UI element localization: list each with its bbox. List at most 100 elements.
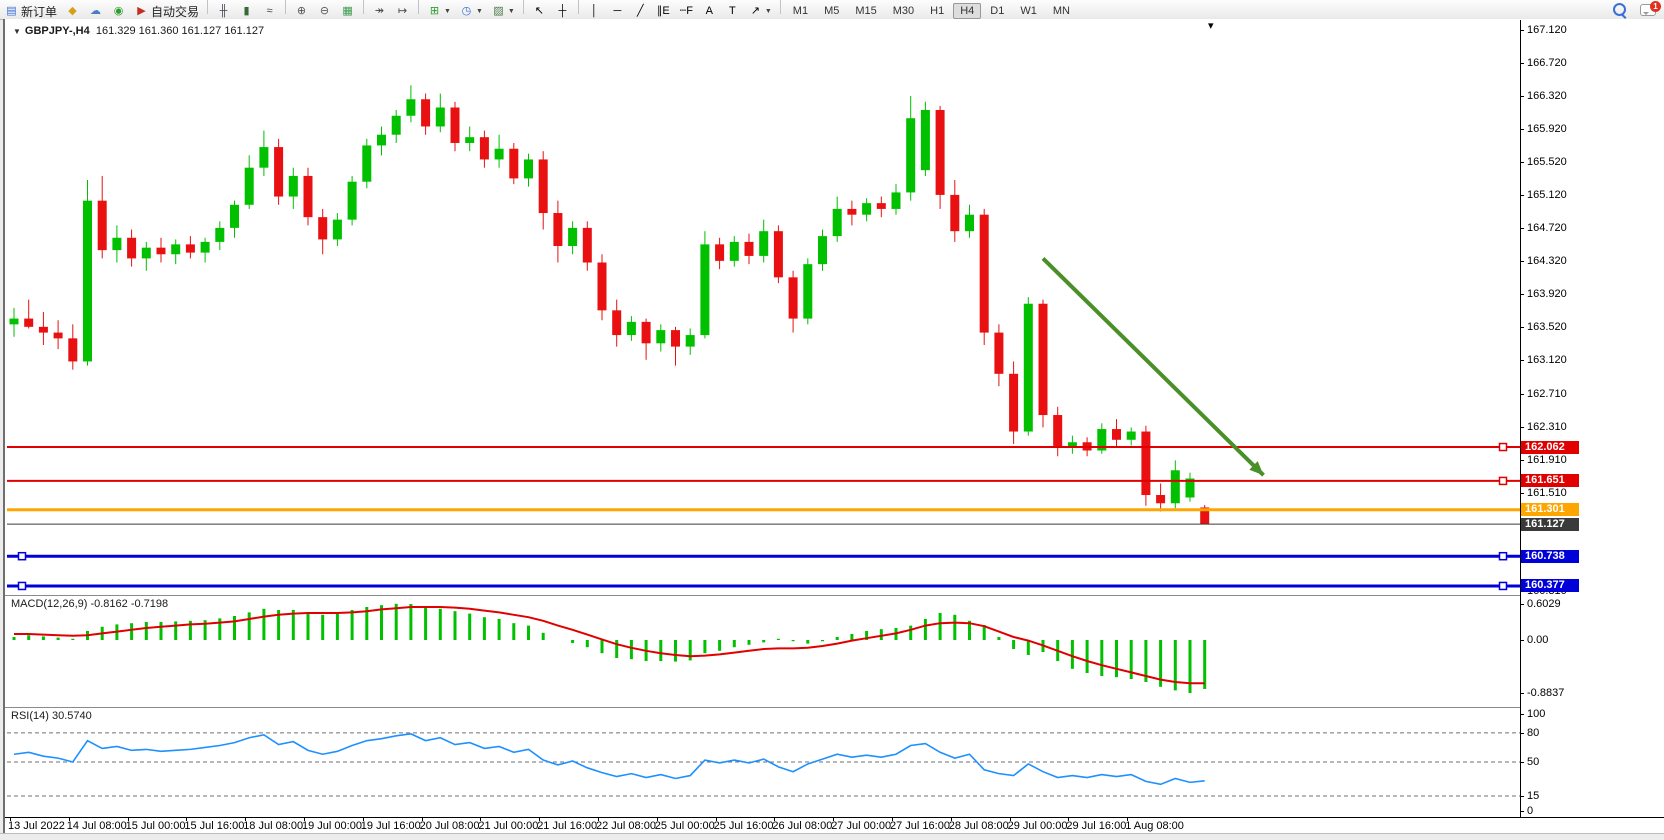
zoom-in-button[interactable]: ⊕ <box>291 3 312 20</box>
zoom-out-button[interactable]: ⊖ <box>314 3 335 20</box>
trend-arrow[interactable] <box>1041 256 1265 477</box>
timeframe-d1[interactable]: D1 <box>990 4 1005 17</box>
trend-arrow-head <box>1249 461 1264 476</box>
timeframe-h1[interactable]: H1 <box>930 4 945 17</box>
bar-chart-button[interactable]: ╫ <box>213 3 234 20</box>
text-button[interactable]: A <box>699 3 720 20</box>
time-tick-label: 1 Aug 08:00 <box>1125 820 1184 832</box>
dropdown-caret-icon[interactable]: ▼ <box>764 7 772 15</box>
toolbar-separator <box>779 0 781 14</box>
chart-title-collapse-icon[interactable]: ▼ <box>13 27 21 36</box>
time-tick-mark <box>892 818 893 821</box>
time-tick-mark <box>127 818 129 821</box>
tile-windows-button[interactable]: ▦ <box>337 3 358 20</box>
text-label-icon: T <box>728 4 736 17</box>
price-tick-mark <box>1520 426 1524 428</box>
pane-separator-macd[interactable] <box>5 595 1520 596</box>
arrows-button[interactable]: ↗ ▼ <box>745 3 775 20</box>
price-tick-label: 162.710 <box>1527 387 1567 400</box>
cursor-button[interactable]: ↖ <box>529 3 550 20</box>
timeframe-m5[interactable]: M5 <box>824 4 840 17</box>
period-selector-button[interactable]: ◷ ▼ <box>456 3 486 20</box>
dropdown-caret-icon[interactable]: ▼ <box>507 7 515 15</box>
auto-scroll-button[interactable]: ↠ <box>369 3 390 20</box>
timeframe-mn[interactable]: MN <box>1052 4 1070 17</box>
horizontal-line-button[interactable]: ─ <box>607 3 628 20</box>
line-handle[interactable] <box>1498 476 1508 486</box>
search-icon[interactable] <box>1613 3 1627 19</box>
community-button[interactable]: ☁ <box>85 3 106 20</box>
zoom-out-icon: ⊖ <box>319 4 330 17</box>
new-chart-button[interactable]: ⊞ ▼ <box>424 3 454 20</box>
macd-tick-label: -0.8837 <box>1527 687 1565 700</box>
price-axis-border <box>1520 20 1521 817</box>
time-tick-label: 19 Jul 16:00 <box>360 820 421 832</box>
price-tick-label: 161.510 <box>1527 486 1567 499</box>
rsi-tick-label: 0 <box>1527 804 1534 817</box>
notifications-icon[interactable]: 1 <box>1640 0 1661 16</box>
new-chart-icon: ⊞ <box>429 4 440 17</box>
time-tick-label: 26 Jul 08:00 <box>772 820 833 832</box>
auto-trading-button-label: 自动交易 <box>151 4 200 19</box>
price-axis[interactable]: 167.120 166.720 166.320 165.920 165.520 165.1… <box>1520 19 1664 819</box>
symbol-period-label: GBPJPY-,H4 <box>24 25 90 37</box>
chart-window[interactable]: ▼ GBPJPY-,H4 161.329 161.360 161.127 161.… <box>3 19 1664 834</box>
price-tick-mark <box>1520 359 1524 361</box>
time-tick-mark <box>950 818 952 821</box>
rsi-tick-label: 100 <box>1527 707 1546 720</box>
timeframe-h4[interactable]: H4 <box>953 2 982 19</box>
price-tick-mark <box>1520 492 1524 494</box>
main-toolbar: ▤ 新订单 ◆ ☁ ◉ ▶ 自动交易 ╫ ▮ ≈ ⊕ ⊖ ▦ ↠ ↦ ⊞ ▼ ◷ ▼ ▨ ▼ ↖ ┼ │ ─ ╱ ∥E ┄F A T ↗ ▼ … <box>0 0 1664 20</box>
signals-button[interactable]: ◉ <box>108 3 129 20</box>
macd-tick-label: 0.6029 <box>1527 597 1561 610</box>
time-tick-label: 29 Jul 00:00 <box>1007 820 1068 832</box>
auto-trading-button[interactable]: ▶ 自动交易 <box>131 3 202 20</box>
auto-scroll-icon: ↠ <box>374 4 385 17</box>
price-tick-label: 166.320 <box>1527 89 1567 102</box>
fibonacci-button[interactable]: ┄F <box>676 3 697 20</box>
timeframe-m15[interactable]: M15 <box>855 4 877 17</box>
price-badge-161.127: 161.127 <box>1521 517 1579 531</box>
toolbar-separator <box>363 0 365 14</box>
chart-shift-button[interactable]: ↦ <box>392 3 413 20</box>
line-handle[interactable] <box>1498 551 1508 561</box>
vertical-line-button[interactable]: │ <box>584 3 605 20</box>
dropdown-caret-icon[interactable]: ▼ <box>444 7 451 15</box>
new-order-icon: ▤ <box>6 4 17 17</box>
pane-separator-rsi[interactable] <box>5 707 1520 708</box>
toolbar-separator <box>522 0 524 14</box>
timeframe-m30[interactable]: M30 <box>892 4 915 17</box>
rsi-tick-label: 15 <box>1527 789 1540 802</box>
time-tick-label: 19 Jul 00:00 <box>302 820 362 832</box>
line-handle[interactable] <box>1498 442 1508 452</box>
line-chart-button[interactable]: ≈ <box>259 3 280 20</box>
chart-canvas[interactable] <box>7 20 1520 817</box>
price-tick-label: 163.920 <box>1527 287 1567 300</box>
time-axis[interactable]: 13 Jul 2022 14 Jul 08:00 15 Jul 00:00 15 Ju… <box>5 817 1664 834</box>
timeframe-w1[interactable]: W1 <box>1020 4 1037 17</box>
market-button[interactable]: ◆ <box>62 3 83 20</box>
text-label-button[interactable]: T <box>722 3 743 20</box>
time-tick-mark <box>539 818 541 821</box>
candlestick-chart-button[interactable]: ▮ <box>236 3 257 20</box>
new-order-button[interactable]: ▤ 新订单 <box>1 3 60 20</box>
time-tick-mark <box>245 818 247 821</box>
channel-button[interactable]: ∥E <box>653 3 674 20</box>
price-tick-label: 162.310 <box>1527 420 1567 433</box>
trendline-button[interactable]: ╱ <box>630 3 651 20</box>
price-tick-label: 164.720 <box>1527 221 1567 234</box>
line-handle[interactable] <box>17 551 27 561</box>
price-tick-mark <box>1520 128 1524 130</box>
timeframe-m1[interactable]: M1 <box>792 4 809 17</box>
line-handle[interactable] <box>17 581 27 591</box>
rsi-label: RSI(14) 30.5740 <box>11 710 92 722</box>
chart-shift-marker[interactable]: ▾ <box>1208 20 1214 32</box>
dropdown-caret-icon[interactable]: ▼ <box>475 7 483 15</box>
line-handle[interactable] <box>1498 581 1508 591</box>
time-tick-mark <box>68 818 70 821</box>
crosshair-button[interactable]: ┼ <box>552 3 573 20</box>
templates-button[interactable]: ▨ ▼ <box>488 3 518 20</box>
rsi-tick-mark <box>1520 732 1524 734</box>
price-tick-label: 163.120 <box>1527 353 1567 366</box>
rsi-tick-label: 80 <box>1527 726 1540 739</box>
